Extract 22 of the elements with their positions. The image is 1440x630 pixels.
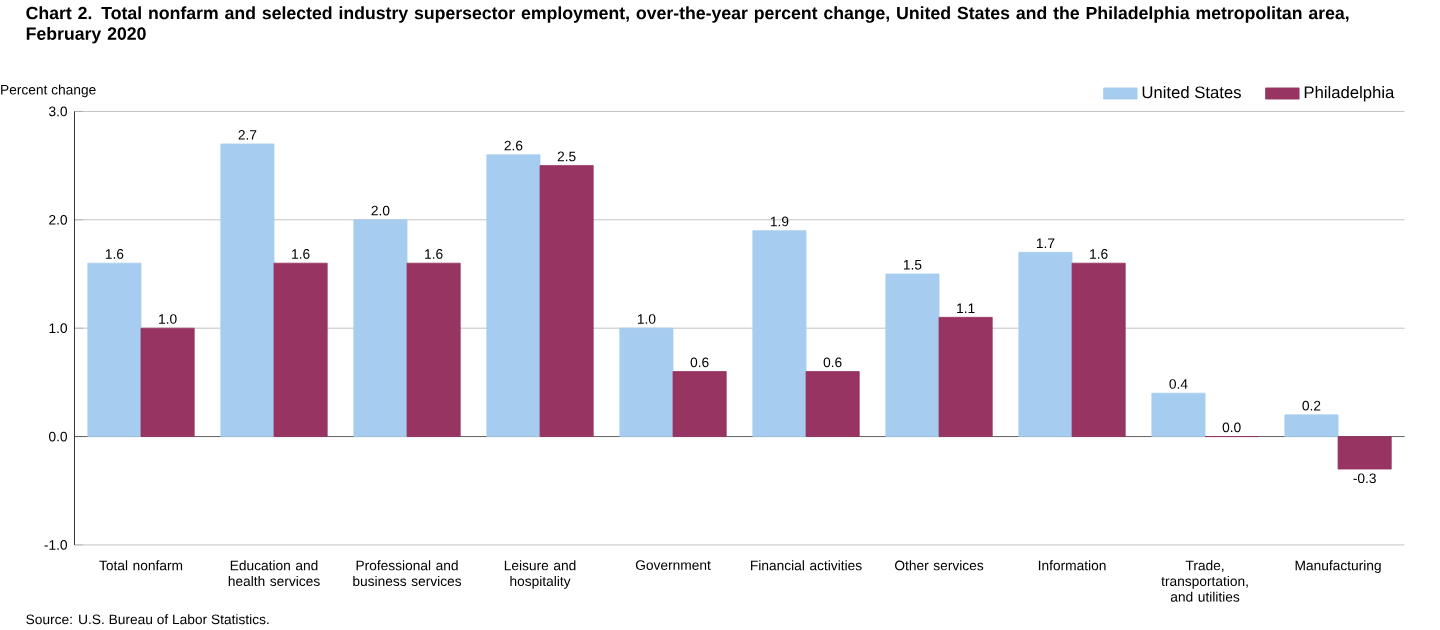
bar [805, 370, 860, 437]
bar [1337, 435, 1392, 470]
bar [406, 262, 461, 437]
bar [486, 154, 541, 437]
bar [273, 262, 328, 437]
bar [619, 327, 674, 437]
bar [938, 316, 993, 437]
bar [1151, 392, 1206, 437]
bar [87, 262, 142, 437]
bar [140, 327, 195, 437]
bar [885, 273, 940, 437]
bar [752, 230, 807, 437]
bar [220, 143, 275, 437]
bar [1071, 262, 1126, 437]
bar [353, 219, 408, 437]
bar [1018, 251, 1073, 437]
bar [539, 164, 594, 437]
legend-label: United States [1142, 85, 1241, 98]
chart-title: Chart 2. Total nonfarm and selected industry supersector employment, over-the-year percent change, United States and the Philadelphia metropolitan area, February 2020 [26, 6, 1349, 44]
legend-label: Philadelphia [1304, 85, 1395, 102]
bar [1284, 414, 1339, 437]
bar [672, 370, 727, 437]
